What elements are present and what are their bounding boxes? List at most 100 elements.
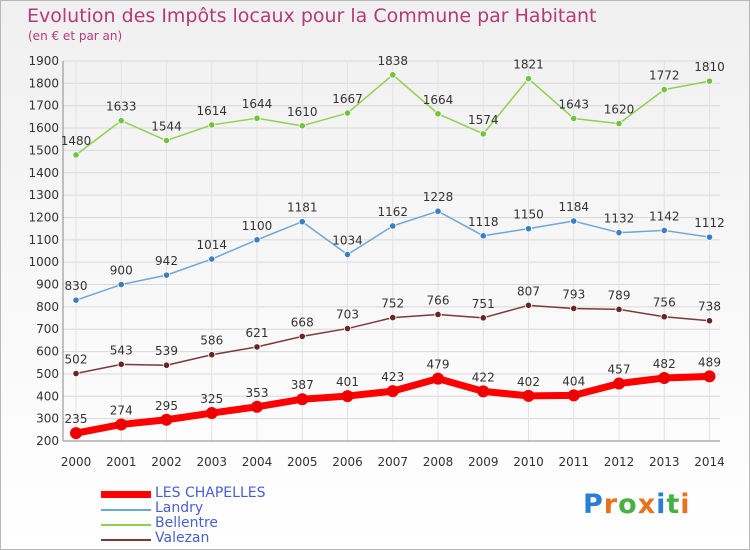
data-point-valezan xyxy=(343,324,352,333)
data-label-bellentre: 1772 xyxy=(649,69,680,83)
y-tick-label: 500 xyxy=(36,367,59,381)
data-point-valezan xyxy=(298,332,306,340)
x-tick-label: 2013 xyxy=(649,455,680,469)
data-label-valezan: 807 xyxy=(517,284,540,298)
x-tick-label: 2011 xyxy=(558,455,589,469)
data-label-landry: 1184 xyxy=(558,200,589,214)
data-point-les-chapelles xyxy=(115,418,128,431)
data-label-les-chapelles: 325 xyxy=(200,392,223,406)
y-tick-label: 1400 xyxy=(28,166,59,180)
data-point-valezan xyxy=(660,313,668,321)
y-tick-label: 400 xyxy=(36,389,59,403)
x-tick-label: 2007 xyxy=(377,455,408,469)
data-point-landry xyxy=(615,229,623,237)
data-point-les-chapelles xyxy=(432,372,444,385)
data-point-bellentre xyxy=(570,114,578,123)
data-point-landry xyxy=(162,271,171,279)
data-label-les-chapelles: 295 xyxy=(155,399,178,413)
y-tick-label: 1000 xyxy=(28,255,59,269)
data-label-landry: 1142 xyxy=(649,209,680,223)
data-point-les-chapelles xyxy=(251,400,263,413)
x-tick-label: 2002 xyxy=(151,455,182,469)
data-label-landry: 1181 xyxy=(287,201,318,215)
data-label-bellentre: 1643 xyxy=(558,97,589,111)
data-label-valezan: 502 xyxy=(65,352,88,366)
data-point-les-chapelles xyxy=(477,385,490,398)
data-label-bellentre: 1614 xyxy=(196,104,227,118)
data-label-les-chapelles: 404 xyxy=(562,374,585,388)
data-label-landry: 942 xyxy=(155,254,178,268)
data-point-landry xyxy=(660,226,668,235)
legend-label-bellentre: Bellentre xyxy=(155,515,219,531)
data-label-valezan: 793 xyxy=(562,287,585,301)
data-point-les-chapelles xyxy=(522,389,535,402)
y-tick-label: 1200 xyxy=(28,210,59,224)
y-tick-label: 1800 xyxy=(28,76,59,90)
data-label-les-chapelles: 235 xyxy=(65,412,88,426)
data-point-bellentre xyxy=(524,75,533,83)
data-point-les-chapelles xyxy=(703,370,716,383)
data-point-les-chapelles xyxy=(341,390,354,403)
x-tick-label: 2000 xyxy=(61,455,92,469)
x-tick-label: 2009 xyxy=(468,455,499,469)
data-point-valezan xyxy=(615,305,623,313)
data-point-les-chapelles xyxy=(658,371,671,384)
data-label-bellentre: 1838 xyxy=(377,54,408,68)
data-label-landry: 1118 xyxy=(468,215,499,229)
data-label-valezan: 738 xyxy=(698,300,721,314)
y-tick-label: 1600 xyxy=(28,121,59,135)
legend-swatch-landry xyxy=(101,509,151,511)
data-point-bellentre xyxy=(253,114,261,122)
data-point-landry xyxy=(208,255,216,263)
data-point-valezan xyxy=(570,304,578,313)
data-point-bellentre xyxy=(298,122,306,130)
data-point-landry xyxy=(434,207,442,215)
x-tick-label: 2003 xyxy=(196,455,227,469)
y-tick-label: 800 xyxy=(36,300,59,314)
data-label-bellentre: 1544 xyxy=(151,120,182,134)
x-tick-label: 2010 xyxy=(513,455,544,469)
data-point-landry xyxy=(570,217,578,225)
data-label-bellentre: 1480 xyxy=(61,134,92,148)
data-label-les-chapelles: 489 xyxy=(698,355,721,369)
data-label-les-chapelles: 402 xyxy=(517,375,540,389)
y-tick-label: 1900 xyxy=(28,54,59,68)
data-point-les-chapelles xyxy=(296,393,309,406)
data-point-bellentre xyxy=(705,77,714,85)
data-label-landry: 830 xyxy=(65,279,88,293)
data-label-landry: 1100 xyxy=(242,219,273,233)
legend-label-valezan: Valezan xyxy=(155,530,210,546)
data-point-landry xyxy=(117,280,125,289)
data-point-valezan xyxy=(253,343,261,351)
data-point-landry xyxy=(389,222,397,230)
data-point-bellentre xyxy=(72,151,80,159)
x-tick-label: 2004 xyxy=(242,455,273,469)
data-point-bellentre xyxy=(434,110,442,118)
data-label-bellentre: 1810 xyxy=(694,60,725,74)
data-point-landry xyxy=(72,296,80,304)
data-point-bellentre xyxy=(343,109,352,117)
y-tick-label: 1100 xyxy=(28,233,59,247)
data-point-landry xyxy=(298,218,306,226)
legend-label-les-chapelles: LES CHAPELLES xyxy=(155,485,266,501)
data-point-valezan xyxy=(162,361,171,369)
data-label-les-chapelles: 387 xyxy=(291,378,314,392)
legend-swatch-valezan xyxy=(101,539,151,541)
y-tick-label: 700 xyxy=(36,322,59,336)
data-point-valezan xyxy=(72,369,80,378)
data-point-les-chapelles xyxy=(205,407,218,420)
data-label-bellentre: 1664 xyxy=(423,93,454,107)
data-label-les-chapelles: 457 xyxy=(608,363,631,377)
data-label-valezan: 756 xyxy=(653,296,676,310)
x-tick-label: 2006 xyxy=(332,455,363,469)
data-label-bellentre: 1667 xyxy=(332,92,363,106)
chart-subtitle: (en € et par an) xyxy=(28,29,123,43)
data-label-les-chapelles: 479 xyxy=(427,358,450,372)
legend-swatch-les-chapelles xyxy=(101,491,151,498)
legend-swatch-bellentre xyxy=(101,524,151,526)
data-point-bellentre xyxy=(389,71,397,79)
data-point-valezan xyxy=(208,351,216,359)
data-point-valezan xyxy=(524,301,533,309)
